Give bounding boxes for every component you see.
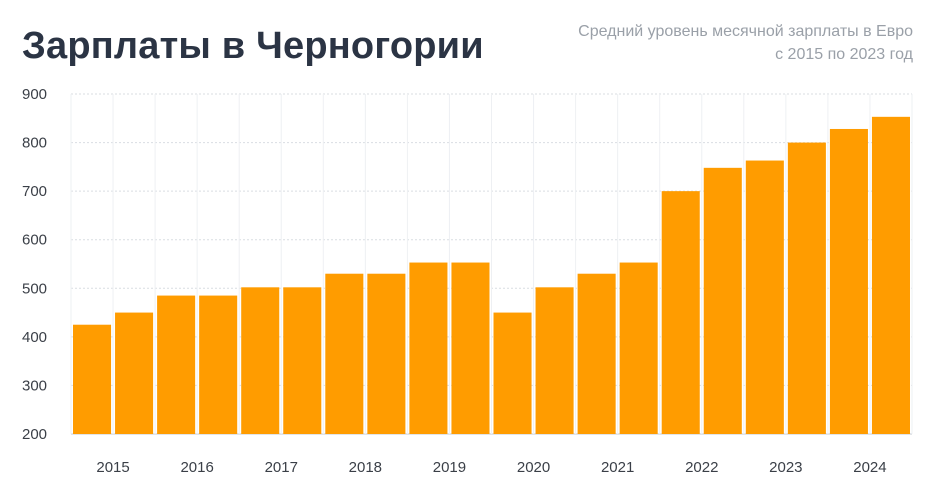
x-tick-label: 2022 [685,459,718,476]
bar [199,295,238,434]
y-tick-label: 400 [22,329,47,346]
x-tick-label: 2020 [517,459,550,476]
bar [493,312,532,434]
y-tick-label: 600 [22,232,47,249]
bar-layer [73,116,910,435]
x-tick-label: 2018 [349,459,382,476]
bar [535,287,574,434]
y-tick-label: 700 [22,183,47,200]
y-axis-ticks: 900 800 700 600 500 400 300 200 [22,86,47,443]
bar [325,273,364,434]
chart-subtitle: Средний уровень месячной зарплаты в Евро… [578,23,913,63]
bar [577,273,616,434]
chart-title: Зарплаты в Черногории [22,25,484,67]
bar [73,324,112,434]
bar [367,273,406,434]
x-tick-label: 2016 [180,459,213,476]
bar [745,160,784,435]
x-tick-label: 2017 [265,459,298,476]
y-tick-label: 500 [22,280,47,297]
bar [283,287,322,434]
bar [829,128,868,434]
x-axis-ticks: 2015 2016 2017 2018 2019 2020 2021 2022 2023 2024 [96,459,886,476]
x-tick-label: 2019 [433,459,466,476]
bar [157,295,196,434]
bar [661,191,700,434]
grid-layer [70,93,913,435]
x-tick-label: 2024 [853,459,886,476]
y-tick-label: 300 [22,377,47,394]
bar [451,262,490,434]
bar [409,262,448,434]
bar [703,167,742,435]
x-tick-label: 2023 [769,459,802,476]
bar [619,262,658,434]
bar [787,142,826,435]
bar [871,116,910,434]
bar [241,287,280,434]
y-tick-label: 800 [22,135,47,152]
x-tick-label: 2021 [601,459,634,476]
bar [115,312,154,434]
y-tick-label: 900 [22,86,47,103]
y-tick-label: 200 [22,426,47,443]
x-tick-label: 2015 [96,459,129,476]
